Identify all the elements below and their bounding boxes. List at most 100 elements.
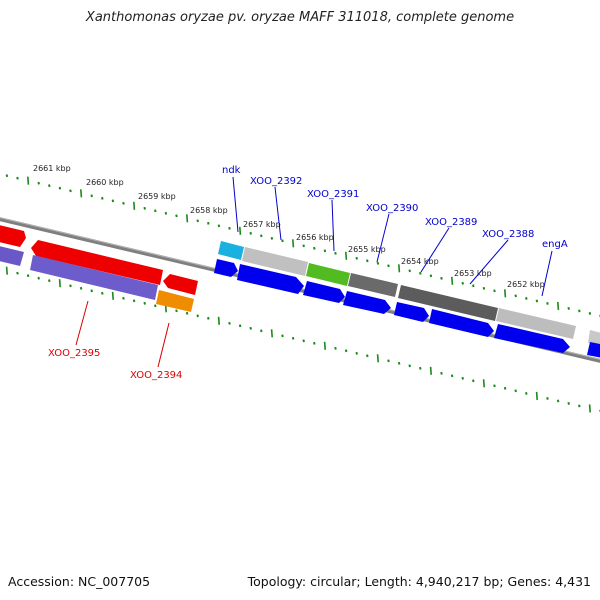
- gene-arrow-xoo-2388: [429, 309, 494, 337]
- major-tick: [323, 341, 326, 350]
- minor-tick: [48, 279, 51, 283]
- minor-tick: [101, 196, 104, 200]
- major-tick: [186, 214, 189, 223]
- minor-tick: [366, 354, 369, 358]
- gene-arrow-xoo-2389: [394, 302, 429, 322]
- gene-label-xoo-2392: XOO_2392: [250, 176, 302, 187]
- major-tick: [292, 239, 295, 248]
- minor-tick: [578, 309, 581, 313]
- minor-tick: [196, 314, 199, 318]
- minor-tick: [132, 299, 136, 303]
- minor-tick: [556, 399, 560, 403]
- minor-tick: [249, 326, 252, 330]
- gene-arrow-right-edge: [587, 342, 600, 358]
- minor-tick: [217, 224, 221, 228]
- minor-tick: [196, 219, 199, 223]
- major-tick: [5, 266, 8, 275]
- major-tick: [133, 201, 136, 210]
- minor-tick: [387, 264, 390, 268]
- gene-label-xoo-2391: XOO_2391: [307, 189, 359, 200]
- gene-labels: ndk XOO_2392 XOO_2391 XOO_2390 XOO_2389 …: [48, 165, 568, 381]
- major-tick: [398, 264, 401, 273]
- minor-tick: [419, 366, 422, 370]
- minor-tick: [228, 321, 231, 325]
- minor-tick: [461, 376, 464, 380]
- gene-label-leaders: [75, 176, 553, 368]
- major-tick: [239, 226, 242, 235]
- gene-arrow-xoo-2394: [163, 274, 198, 295]
- minor-tick: [472, 284, 475, 288]
- minor-tick: [37, 181, 40, 185]
- gene-arrow-enga: [494, 324, 570, 353]
- minor-tick: [270, 236, 274, 240]
- outer-tick-ring: [5, 174, 600, 318]
- kbp-label: 2660 kbp: [86, 178, 124, 187]
- minor-tick: [503, 386, 507, 390]
- minor-tick: [175, 214, 178, 218]
- major-tick: [557, 301, 560, 310]
- minor-tick: [58, 186, 62, 190]
- major-tick: [27, 176, 30, 185]
- minor-tick: [482, 286, 486, 290]
- minor-tick: [366, 259, 369, 263]
- minor-tick: [228, 226, 231, 230]
- minor-tick: [122, 296, 125, 300]
- minor-tick: [567, 401, 570, 405]
- gene-arrow-xoo-2391: [303, 281, 345, 303]
- gene-block-grey-1: [242, 247, 308, 276]
- minor-tick: [408, 364, 411, 368]
- minor-tick: [16, 176, 19, 180]
- minor-tick: [122, 201, 125, 205]
- minor-tick: [313, 246, 316, 250]
- minor-tick: [493, 384, 496, 388]
- major-tick: [588, 404, 591, 413]
- minor-tick: [546, 396, 549, 400]
- genome-summary-text: Topology: circular; Length: 4,940,217 bp…: [247, 574, 591, 589]
- gene-label-xoo-2394: XOO_2394: [130, 370, 182, 381]
- minor-tick: [291, 336, 295, 340]
- gene-block-green: [306, 263, 350, 286]
- map-title: Xanthomonas oryzae pv. oryzae MAFF 31101…: [85, 10, 515, 25]
- minor-tick: [48, 184, 51, 188]
- gene-label-enga: engA: [542, 239, 568, 250]
- minor-tick: [334, 251, 337, 255]
- minor-tick: [26, 274, 30, 278]
- gene-label-xoo-2390: XOO_2390: [366, 203, 418, 214]
- minor-tick: [154, 304, 157, 308]
- minor-tick: [16, 271, 19, 275]
- gene-block-grey-right: [588, 330, 600, 347]
- minor-tick: [588, 311, 592, 315]
- minor-tick: [260, 234, 263, 238]
- kbp-label: 2654 kbp: [401, 257, 439, 266]
- gene-block-darkgrey-2: [398, 285, 498, 321]
- minor-tick: [281, 239, 284, 243]
- minor-tick: [493, 289, 496, 293]
- minor-tick: [207, 316, 210, 320]
- minor-tick: [535, 299, 539, 303]
- minor-tick: [164, 211, 168, 215]
- minor-tick: [79, 286, 83, 290]
- major-tick: [111, 291, 114, 300]
- major-tick: [429, 366, 432, 375]
- minor-tick: [185, 311, 189, 315]
- minor-tick: [69, 189, 72, 193]
- minor-tick: [101, 291, 104, 295]
- minor-tick: [313, 341, 316, 345]
- minor-tick: [175, 309, 178, 313]
- gene-block-darkgrey-1: [348, 273, 398, 297]
- gene-block-cyan: [218, 241, 244, 260]
- major-tick: [58, 279, 61, 288]
- minor-tick: [514, 294, 517, 298]
- minor-tick: [578, 404, 581, 408]
- minor-tick: [302, 244, 305, 248]
- reverse-strand-features: [0, 225, 198, 312]
- kbp-labels: 2661 kbp 2660 kbp 2659 kbp 2658 kbp 2657…: [33, 164, 545, 289]
- minor-tick: [323, 249, 327, 253]
- minor-tick: [302, 339, 305, 343]
- inner-tick-ring: [5, 266, 600, 413]
- kbp-label: 2658 kbp: [190, 206, 228, 215]
- gene-arrow-xoo-2392: [237, 264, 304, 294]
- minor-tick: [461, 281, 464, 285]
- minor-tick: [281, 334, 284, 338]
- minor-tick: [260, 329, 263, 333]
